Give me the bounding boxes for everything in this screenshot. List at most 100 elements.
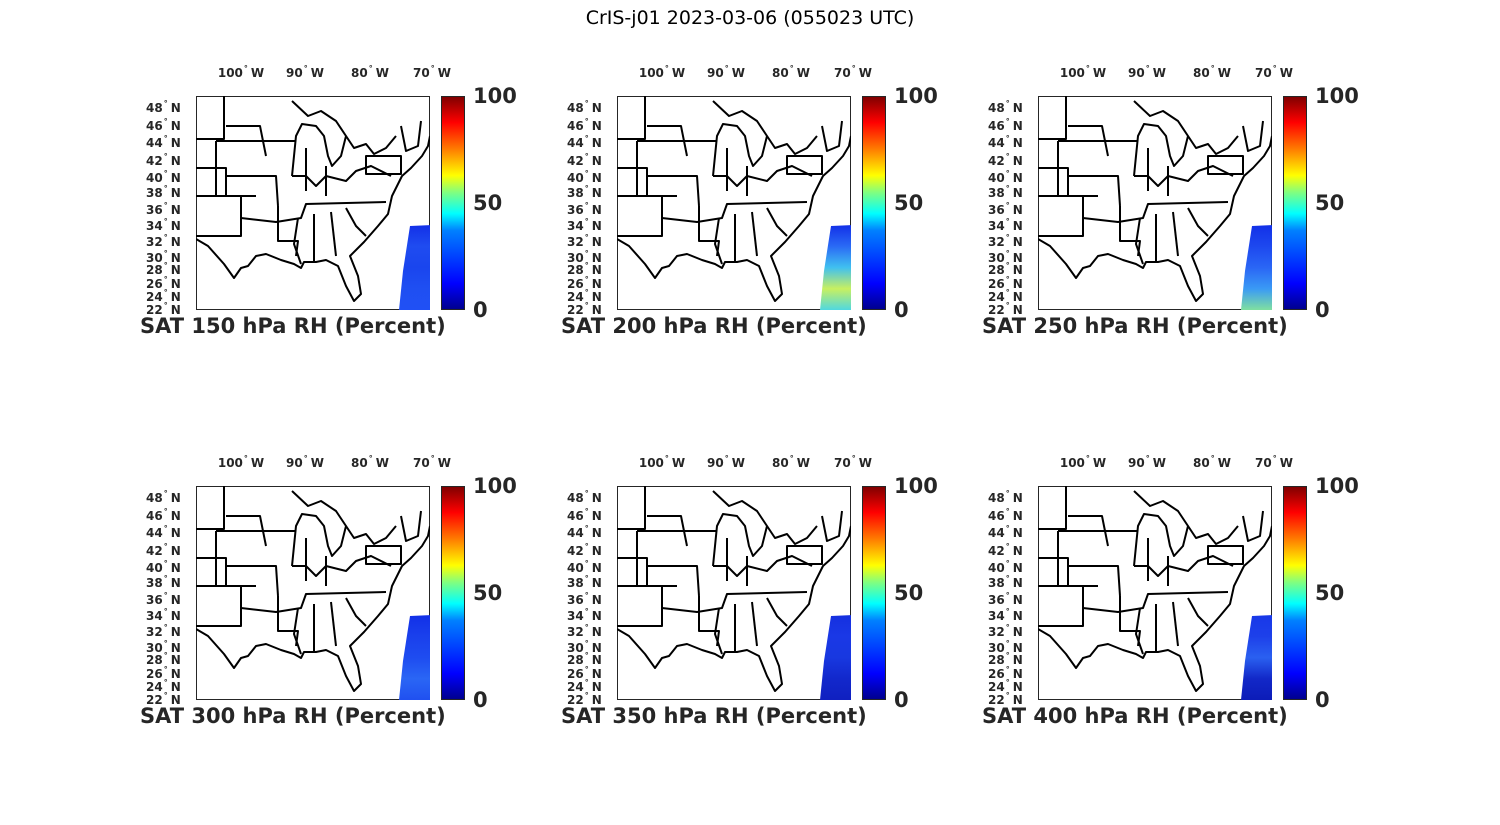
lat-tick-label: 24° N [567, 678, 602, 694]
lat-tick-label: 34° N [567, 607, 602, 623]
map-panel: 100° W 90° W 80° W 70° W 48° N 46° N 44° N 42° N 40° N 38°… [140, 450, 520, 750]
lat-tick-label: 44° N [567, 134, 602, 150]
map-panel: 100° W 90° W 80° W 70° W 48° N 46° N 44° N 42° N 40° N 38°… [140, 60, 520, 360]
colorbar-tick-label: 0 [894, 298, 909, 322]
lat-tick-label: 30° N [567, 639, 602, 655]
lat-tick-label: 26° N [567, 665, 602, 681]
lon-tick-label: 100° W [638, 64, 686, 80]
figure-title: CrIS-j01 2023-03-06 (055023 UTC) [585, 7, 915, 29]
lat-tick-label: 36° N [567, 591, 602, 607]
lat-tick-label: 24° N [146, 678, 181, 694]
lon-tick-label: 100° W [217, 454, 265, 470]
lon-tick-label: 80° W [1193, 454, 1231, 470]
colorbar [862, 96, 886, 310]
lat-tick-label: 42° N [567, 542, 602, 558]
panel-title: SAT 200 hPa RH (Percent) [561, 314, 867, 338]
panel-title: SAT 150 hPa RH (Percent) [140, 314, 446, 338]
lat-tick-label: 46° N [146, 507, 181, 523]
lat-tick-label: 28° N [146, 261, 181, 277]
lat-tick-label: 36° N [988, 201, 1023, 217]
lon-tick-label: 100° W [1059, 64, 1107, 80]
colorbar-tick-label: 50 [1315, 581, 1345, 605]
lat-tick-label: 44° N [988, 134, 1023, 150]
colorbar-tick-label: 50 [894, 581, 924, 605]
lat-tick-label: 22° N [146, 301, 181, 317]
lat-tick-label: 22° N [567, 691, 602, 707]
lat-tick-label: 44° N [146, 524, 181, 540]
map-axes [617, 96, 851, 310]
lat-tick-label: 42° N [567, 152, 602, 168]
lat-tick-label: 36° N [988, 591, 1023, 607]
lat-tick-label: 34° N [567, 217, 602, 233]
lat-tick-label: 46° N [988, 117, 1023, 133]
lat-tick-label: 48° N [146, 99, 181, 115]
lat-tick-label: 28° N [146, 651, 181, 667]
colorbar-tick-label: 0 [473, 298, 488, 322]
map-axes [196, 96, 430, 310]
lon-tick-label: 70° W [1255, 454, 1293, 470]
lat-tick-label: 24° N [988, 288, 1023, 304]
lon-tick-label: 80° W [1193, 64, 1231, 80]
map-panel: 100° W 90° W 80° W 70° W 48° N 46° N 44° N 42° N 40° N 38°… [982, 60, 1362, 360]
lat-tick-label: 24° N [567, 288, 602, 304]
lat-tick-label: 40° N [146, 169, 181, 185]
lat-tick-label: 42° N [146, 152, 181, 168]
colorbar [441, 486, 465, 700]
lon-tick-label: 100° W [1059, 454, 1107, 470]
lat-tick-label: 32° N [567, 623, 602, 639]
colorbar-tick-label: 0 [1315, 298, 1330, 322]
lat-tick-label: 38° N [146, 184, 181, 200]
map-panel: 100° W 90° W 80° W 70° W 48° N 46° N 44° N 42° N 40° N 38°… [561, 450, 941, 750]
satellite-swath [399, 225, 430, 310]
colorbar-tick-label: 50 [1315, 191, 1345, 215]
lon-tick-label: 100° W [638, 454, 686, 470]
colorbar [1283, 96, 1307, 310]
colorbar-tick-label: 50 [473, 191, 503, 215]
lat-tick-label: 40° N [146, 559, 181, 575]
lat-tick-label: 40° N [988, 169, 1023, 185]
colorbar-tick-label: 0 [894, 688, 909, 712]
satellite-swath [399, 615, 430, 700]
lon-tick-label: 90° W [1128, 64, 1166, 80]
lat-tick-label: 26° N [146, 665, 181, 681]
lat-tick-label: 38° N [988, 574, 1023, 590]
lat-tick-label: 34° N [988, 607, 1023, 623]
colorbar-tick-label: 100 [473, 84, 517, 108]
lat-tick-label: 28° N [567, 261, 602, 277]
lat-tick-label: 32° N [988, 233, 1023, 249]
panel-title: SAT 400 hPa RH (Percent) [982, 704, 1288, 728]
lon-tick-label: 80° W [351, 64, 389, 80]
map-panel: 100° W 90° W 80° W 70° W 48° N 46° N 44° N 42° N 40° N 38°… [982, 450, 1362, 750]
lat-tick-label: 48° N [988, 489, 1023, 505]
lon-tick-label: 90° W [707, 64, 745, 80]
lat-tick-label: 32° N [146, 623, 181, 639]
lat-tick-label: 30° N [146, 639, 181, 655]
satellite-swath [1241, 615, 1272, 700]
lat-tick-label: 46° N [988, 507, 1023, 523]
lat-tick-label: 28° N [567, 651, 602, 667]
lat-tick-label: 36° N [567, 201, 602, 217]
lon-tick-label: 90° W [707, 454, 745, 470]
lon-tick-label: 90° W [286, 454, 324, 470]
lat-tick-label: 42° N [988, 152, 1023, 168]
lon-tick-label: 80° W [772, 64, 810, 80]
lat-tick-label: 38° N [567, 184, 602, 200]
lat-tick-label: 48° N [567, 489, 602, 505]
colorbar-tick-label: 100 [1315, 474, 1359, 498]
map-panel: 100° W 90° W 80° W 70° W 48° N 46° N 44° N 42° N 40° N 38°… [561, 60, 941, 360]
lat-tick-label: 30° N [567, 249, 602, 265]
colorbar-tick-label: 50 [473, 581, 503, 605]
map-axes [617, 486, 851, 700]
lat-tick-label: 48° N [146, 489, 181, 505]
lat-tick-label: 22° N [567, 301, 602, 317]
lat-tick-label: 46° N [146, 117, 181, 133]
lat-tick-label: 46° N [567, 507, 602, 523]
lat-tick-label: 38° N [567, 574, 602, 590]
lon-tick-label: 70° W [834, 454, 872, 470]
lat-tick-label: 32° N [567, 233, 602, 249]
lat-tick-label: 22° N [988, 301, 1023, 317]
lon-tick-label: 80° W [351, 454, 389, 470]
colorbar-tick-label: 100 [1315, 84, 1359, 108]
lat-tick-label: 44° N [567, 524, 602, 540]
lat-tick-label: 36° N [146, 591, 181, 607]
